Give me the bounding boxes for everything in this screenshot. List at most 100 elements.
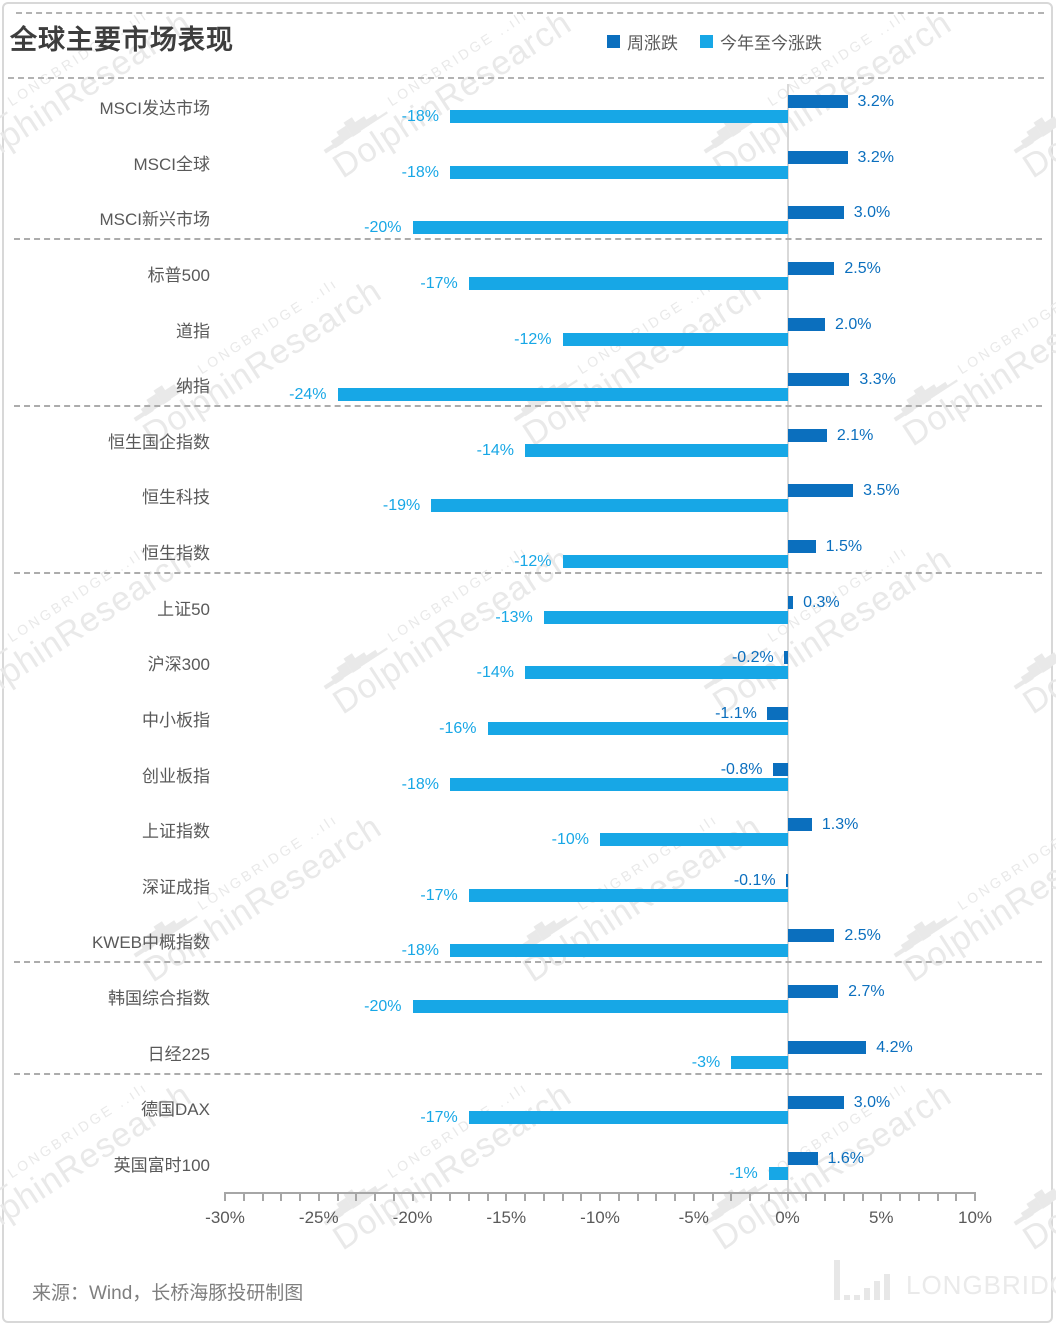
source-note: 来源：Wind，长桥海豚投研制图 — [32, 1283, 304, 1304]
ytd-bar — [450, 944, 788, 958]
ytd-value-label: -10% — [551, 831, 589, 849]
week-bar — [787, 540, 816, 554]
axis-tick — [805, 1194, 808, 1201]
category-label: 上证50 — [157, 599, 210, 619]
ytd-value-label: -17% — [420, 1109, 458, 1127]
legend-label-week: 周涨跌 — [627, 34, 678, 53]
week-bar — [787, 929, 835, 943]
ytd-value-label: -18% — [401, 942, 439, 960]
axis-tick — [786, 1194, 789, 1201]
axis-tick — [617, 1194, 620, 1201]
axis-tick — [767, 1194, 770, 1201]
week-bar — [787, 595, 794, 609]
week-bar — [787, 150, 848, 164]
week-bar — [787, 206, 844, 220]
week-bar — [785, 873, 788, 887]
axis-tick — [299, 1194, 301, 1201]
axis-tick — [561, 1194, 564, 1201]
ytd-bar — [525, 666, 788, 680]
axis-tick — [355, 1194, 358, 1201]
ytd-bar — [731, 1055, 788, 1069]
axis-tick — [842, 1194, 845, 1201]
category-label: 日经225 — [147, 1044, 210, 1064]
axis-tick-label: -30% — [205, 1208, 245, 1227]
category-label: MSCI全球 — [133, 154, 211, 174]
ytd-bar — [543, 610, 788, 624]
ytd-bar — [468, 888, 788, 902]
week-bar — [787, 1096, 844, 1110]
axis-tick-label: -20% — [392, 1208, 433, 1227]
axis-tick-label: -5% — [678, 1208, 709, 1227]
category-label: 恒生指数 — [142, 544, 210, 564]
zero-axis-line — [786, 84, 789, 1192]
axis-tick — [280, 1194, 283, 1201]
axis-tick-label: -15% — [486, 1208, 527, 1227]
axis-tick — [261, 1194, 264, 1201]
week-value-label: 4.2% — [876, 1038, 913, 1056]
category-label: 纳指 — [176, 377, 210, 397]
axis-tick — [974, 1194, 976, 1201]
week-value-label: 1.5% — [825, 538, 863, 556]
ytd-value-label: -14% — [476, 664, 514, 682]
axis-tick — [655, 1194, 658, 1201]
ytd-bar — [450, 110, 788, 123]
legend: 周涨跌 今年至今涨跌 — [607, 29, 844, 54]
ytd-value-label: -13% — [495, 608, 533, 626]
longbridge-logo: LONGBRIDGE — [834, 1258, 1056, 1300]
category-label: 英国富时100 — [113, 1155, 210, 1175]
axis-tick — [917, 1194, 920, 1201]
ytd-bar — [562, 332, 788, 346]
axis-tick — [486, 1194, 489, 1201]
category-label: 标普500 — [147, 265, 210, 285]
axis-tick — [242, 1194, 245, 1201]
ytd-bar — [468, 1111, 788, 1125]
week-value-label: 0.3% — [803, 593, 840, 611]
axis-tick — [711, 1194, 714, 1201]
week-value-label: -0.2% — [731, 649, 774, 667]
ytd-bar — [450, 165, 788, 179]
week-bar — [787, 484, 854, 498]
category-label: 沪深300 — [147, 655, 210, 675]
legend-swatch-week — [607, 35, 620, 48]
logo-bar-icon — [834, 1258, 894, 1300]
axis-tick — [936, 1194, 939, 1201]
axis-tick-label: -25% — [298, 1208, 339, 1227]
week-value-label: 3.2% — [857, 148, 894, 166]
axis-tick-label: 5% — [868, 1208, 894, 1227]
week-value-label: 3.0% — [853, 204, 891, 222]
ytd-bar — [487, 721, 788, 735]
week-value-label: 2.5% — [844, 259, 881, 277]
axis-tick — [430, 1194, 433, 1201]
category-label: 德国DAX — [141, 1100, 210, 1120]
week-value-label: -0.8% — [720, 760, 763, 778]
legend-label-ytd: 今年至今涨跌 — [720, 34, 822, 53]
legend-swatch-ytd — [700, 35, 713, 48]
ytd-value-label: -24% — [289, 386, 327, 404]
category-label: 韩国综合指数 — [108, 989, 210, 1009]
week-bar — [787, 95, 848, 108]
page-title: 全球主要市场表现 — [10, 25, 234, 55]
ytd-value-label: -1% — [729, 1164, 758, 1182]
ytd-value-label: -12% — [514, 553, 552, 571]
ytd-bar — [412, 1000, 788, 1014]
logo-bar — [884, 1274, 890, 1300]
week-bar — [787, 985, 839, 999]
axis-tick — [374, 1194, 376, 1201]
axis-tick — [224, 1194, 226, 1201]
week-value-label: -1.1% — [715, 704, 757, 722]
ytd-value-label: -19% — [382, 497, 421, 515]
logo-text: LONGBRIDGE — [906, 1270, 1056, 1300]
week-bar — [787, 1151, 818, 1165]
axis-tick — [317, 1194, 320, 1201]
axis-tick — [636, 1194, 639, 1201]
ytd-bar — [337, 388, 788, 402]
logo-bar — [864, 1288, 870, 1300]
group-separator — [14, 961, 1042, 964]
ytd-bar — [431, 499, 788, 513]
category-label: 恒生科技 — [142, 488, 210, 508]
axis-tick — [580, 1194, 583, 1201]
axis-tick-label: 0% — [775, 1208, 800, 1227]
category-label: 道指 — [176, 321, 210, 341]
